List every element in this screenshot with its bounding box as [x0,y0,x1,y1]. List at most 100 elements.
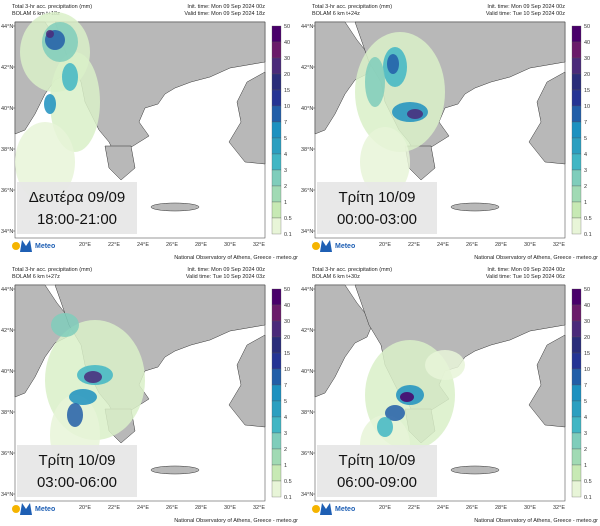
lat-label: 40°N [301,369,313,375]
colorbar-segment [271,304,282,322]
colorbar-segment [571,384,582,402]
lat-label: 44°N [1,287,13,293]
lon-label: 22°E [408,505,420,511]
colorbar-label: 15 [284,88,290,94]
logo-sun [12,242,20,250]
colorbar-label: 15 [584,88,590,94]
lat-label: 38°N [301,147,313,153]
lat-label: 34°N [1,229,13,235]
colorbar-label: 20 [584,72,590,78]
colorbar-segment [571,217,582,235]
footer: National Observatory of Athens, Greece -… [174,518,298,524]
colorbar-label: 1 [284,463,287,469]
day-label: Δευτέρα 09/09 [29,189,125,206]
colorbar-segment [571,25,582,43]
day-label: Τρίτη 10/09 [39,452,116,469]
colorbar-segment [271,368,282,386]
footer: National Observatory of Athens, Greece -… [474,518,598,524]
colorbar-segment [271,201,282,219]
colorbar-label: 40 [284,303,290,309]
colorbar-segment [271,416,282,434]
land [314,21,374,135]
lon-label: 20°E [379,242,391,248]
colorbar-segment [271,169,282,187]
colorbar-label: 2 [284,447,287,453]
colorbar-segment [271,25,282,43]
init-time: Init. time: Mon 09 Sep 2024 00z [487,4,565,10]
colorbar-label: 40 [584,303,590,309]
colorbar-segment [271,89,282,107]
model-label: BOLAM 6 km t+30z [312,274,360,280]
lon-label: 24°E [437,242,449,248]
lat-label: 40°N [1,106,13,112]
colorbar-segment [271,105,282,123]
map-title: Total 3-hr acc. precipitation (mm) [312,267,392,273]
init-time: Init. time: Mon 09 Sep 2024 00z [487,267,565,273]
colorbar-label: 1 [584,200,587,206]
footer: National Observatory of Athens, Greece -… [474,255,598,261]
lon-label: 22°E [108,505,120,511]
colorbar-label: 10 [284,367,290,373]
lon-label: 28°E [495,242,507,248]
lon-label: 32°E [253,505,265,511]
colorbar-label: 4 [584,415,587,421]
colorbar-segment [571,41,582,59]
precipitation [425,350,465,380]
precipitation [400,392,414,402]
lon-label: 26°E [166,505,178,511]
colorbar-label: 4 [284,152,287,158]
lat-label: 42°N [301,65,313,71]
colorbar-segment [271,336,282,354]
colorbar-segment [271,432,282,450]
logo-text: Meteo [35,506,55,513]
lat-label: 36°N [301,188,313,194]
precipitation [360,127,410,197]
lon-label: 20°E [379,505,391,511]
model-label: BOLAM 6 km t+18z [12,11,60,17]
hours-label: 03:00-06:00 [37,474,117,491]
valid-time: Valid time: Mon 09 Sep 2024 18z [184,11,265,17]
precipitation [377,417,393,437]
lat-label: 42°N [301,328,313,334]
map-panel: Total 3-hr acc. precipitation (mm)BOLAM … [1,267,298,524]
precipitation [69,389,97,405]
colorbar-segment [271,320,282,338]
lon-label: 32°E [253,242,265,248]
land [104,145,136,181]
lon-label: 22°E [108,242,120,248]
colorbar-segment [571,480,582,498]
map-panel: Total 3-hr acc. precipitation (mm)BOLAM … [301,4,598,261]
colorbar-segment [571,57,582,75]
colorbar-label: 50 [284,24,290,30]
colorbar-segment [571,464,582,482]
colorbar-segment [271,448,282,466]
map-panel: Total 3-hr acc. precipitation (mm)BOLAM … [301,267,598,524]
logo-text: Meteo [335,506,355,513]
colorbar-label: 1 [584,463,587,469]
land [228,334,266,428]
land [528,334,566,428]
init-time: Init. time: Mon 09 Sep 2024 00z [187,267,265,273]
map-title: Total 3-hr acc. precipitation (mm) [12,4,92,10]
colorbar-label: 0.1 [584,495,592,501]
colorbar-label: 30 [284,56,290,62]
colorbar-label: 5 [284,136,287,142]
lon-label: 24°E [137,242,149,248]
colorbar-label: 50 [284,287,290,293]
colorbar-label: 50 [584,287,590,293]
lon-label: 20°E [79,242,91,248]
colorbar-segment [571,121,582,139]
logo-mark [320,503,332,515]
colorbar-segment [571,89,582,107]
model-label: BOLAM 6 km t+27z [12,274,60,280]
colorbar-segment [271,352,282,370]
lat-label: 38°N [301,410,313,416]
lon-label: 30°E [224,505,236,511]
lat-label: 44°N [301,287,313,293]
logo-text: Meteo [35,243,55,250]
colorbar-label: 10 [584,367,590,373]
precipitation [407,109,423,119]
land [450,202,500,212]
lat-label: 38°N [1,410,13,416]
colorbar-segment [571,169,582,187]
